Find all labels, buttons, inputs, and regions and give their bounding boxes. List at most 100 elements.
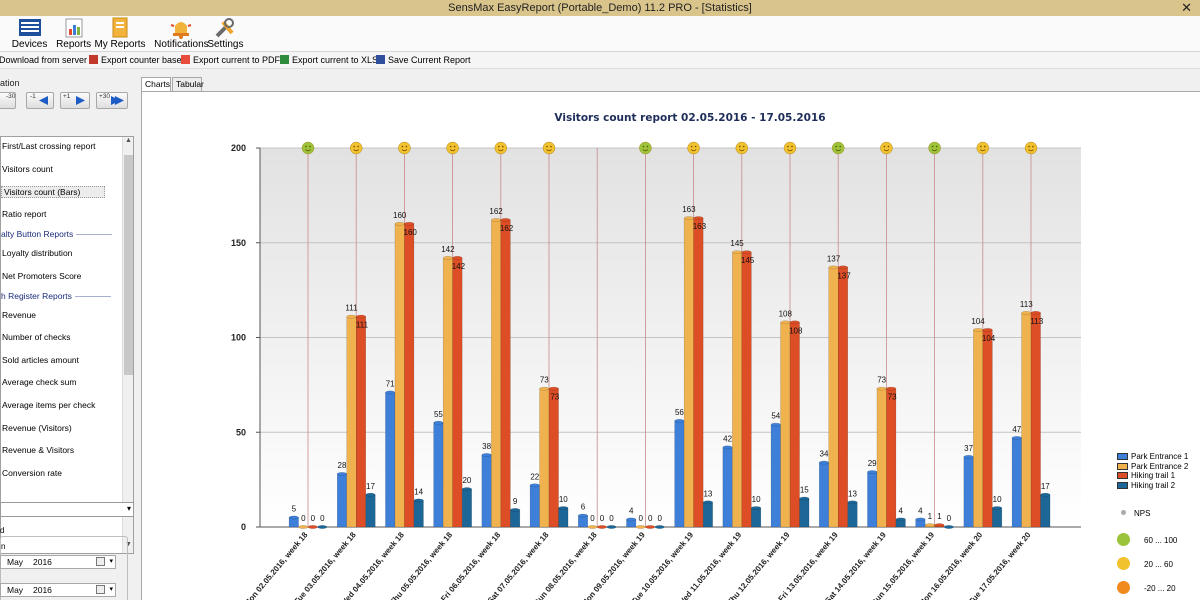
bar-value-label: 13 [848,489,857,498]
bar-value-label: 17 [366,482,375,491]
nav-forward-30-button[interactable]: +30 [96,92,128,109]
bar-cap [819,460,829,465]
bar-value-label: 22 [530,472,539,481]
bar-cap [847,500,858,505]
bar [1021,312,1032,528]
download-from-server-button[interactable]: Download from server [0,52,87,68]
tab-tabular[interactable]: Tabular [172,77,204,91]
bar [693,217,704,528]
bar-value-label: 0 [311,514,316,523]
bar [413,500,424,528]
bar [481,454,492,528]
legend-label: Hiking trail 2 [1131,480,1176,490]
calendar-icon[interactable] [96,557,105,566]
close-window-icon[interactable]: ✕ [1181,0,1192,15]
bar [404,223,415,528]
legend-label: Park Entrance 1 [1131,452,1189,461]
smiley-eye [980,145,982,148]
tab-charts[interactable]: Charts [141,77,171,92]
bar-cap [288,515,299,520]
smiley-eye [309,145,311,148]
smiley-eye [739,145,741,148]
smiley-eye [353,145,355,148]
bar-cap [317,525,328,529]
report-list-item[interactable]: Visitors count [2,164,53,174]
bar-cap [404,221,415,226]
bar [461,488,472,528]
visitors-bar-chart: Visitors count report 02.05.2016 - 17.05… [231,112,1081,600]
report-list-item[interactable]: Average items per check [2,400,96,410]
bar-cap [915,517,926,522]
report-list-item[interactable]: Loyalty distribution [2,248,73,258]
report-list-item[interactable]: Visitors count (Bars) [1,186,105,198]
ribbon-reports-button[interactable]: Reports [50,16,97,52]
bar-cap [452,256,463,260]
smiley-eye [646,145,649,148]
ribbon-notifications-button[interactable]: Notifications [141,16,222,52]
bar-value-label: 0 [301,514,306,523]
bar-cap [597,525,607,529]
bar-cap [645,525,656,529]
export-xls-button[interactable]: Export current to XLS [280,52,378,68]
date-to-month: May [7,585,24,595]
nav-back-1-button[interactable]: -1 [26,92,54,109]
bar [973,329,984,528]
bar [548,388,559,528]
bar-value-label: 1 [937,512,942,521]
nps-legend-item: NPS [1117,509,1150,519]
section-title: alty Button Reports [1,229,74,239]
bar-cap [365,492,376,497]
export-xls-label: Export current to XLS [292,55,379,65]
ribbon-settings-button[interactable]: Settings [199,16,252,52]
ribbon-my-reports-button[interactable]: My Reports [88,16,152,52]
bar-value-label: 145 [730,239,744,248]
save-current-report-button[interactable]: Save Current Report [376,52,471,68]
nps-smiley-icon [1024,141,1038,155]
smiley-eye [931,145,934,148]
report-list-item[interactable]: Sold articles amount [2,355,80,365]
smiley-eye [787,145,789,148]
bar-value-label: 56 [675,408,684,417]
y-tick-label: 100 [231,333,246,343]
report-list-item[interactable]: Average check sum [2,377,77,387]
report-list-item[interactable]: Net Promoters Score [2,271,82,281]
bar-value-label: 0 [638,514,643,523]
bar-value-label: 160 [393,211,407,220]
nav-back-30-button[interactable]: -30 [0,92,16,109]
export-counter-base-button[interactable]: Export counter base [89,52,182,68]
date-from-field[interactable]: May 2016 ▾ [0,555,116,569]
scrollbar-thumb[interactable] [124,155,133,375]
scroll-down-icon[interactable]: ▼ [125,541,132,548]
date-to-field[interactable]: May 2016 ▾ [0,583,116,597]
bar-value-label: 0 [947,514,952,523]
report-list-scrollbar[interactable]: ▲ ▼ [122,137,133,553]
bar-value-label: 104 [982,334,996,343]
calendar-icon[interactable] [96,585,105,594]
report-list-item[interactable]: Number of checks [2,332,71,342]
report-list-item[interactable]: Revenue [2,310,37,320]
scroll-up-icon[interactable]: ▲ [125,137,132,144]
bar-value-label: 142 [452,262,466,271]
bar-cap [626,517,637,522]
bar-cap [722,445,733,450]
bar-cap [780,320,791,325]
nav-back-30-label: -30 [6,93,16,100]
report-list-item[interactable]: Conversion rate [2,468,63,478]
chevron-down-icon[interactable]: ▾ [109,558,113,565]
ribbon-devices-button[interactable]: Devices [6,16,53,52]
report-list-item[interactable]: Revenue (Visitors) [2,423,72,433]
report-list-item[interactable]: First/Last crossing report [2,141,96,151]
report-list-item[interactable]: Ratio report [2,209,47,219]
export-pdf-button[interactable]: Export current to PDF [181,52,280,68]
bar-cap [1030,311,1041,315]
bar [838,267,848,528]
report-selector-combo[interactable]: ▾ [0,502,134,517]
y-tick-label: 50 [236,427,246,437]
chevron-down-icon[interactable]: ▾ [109,586,113,593]
bar [741,251,752,528]
save-label: Save Current Report [388,55,471,65]
report-list-item[interactable]: Revenue & Visitors [2,445,75,455]
bar [886,388,897,528]
nav-forward-1-button[interactable]: +1 [60,92,90,109]
y-tick-label: 200 [231,143,246,153]
